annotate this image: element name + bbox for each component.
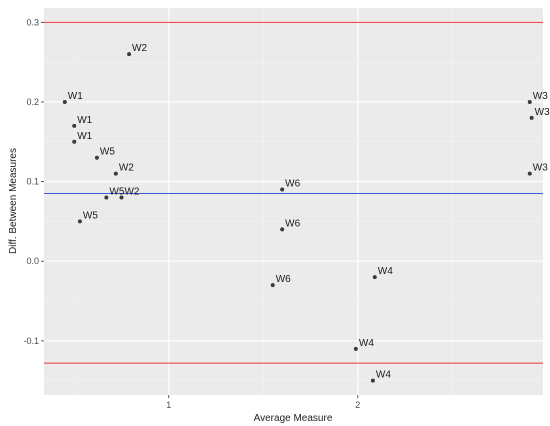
- point-label: W6: [276, 274, 291, 285]
- point-label: W4: [376, 370, 391, 381]
- point-label: W6: [285, 218, 300, 229]
- point-label: W3: [535, 107, 550, 118]
- data-point: [353, 346, 358, 351]
- data-point: [94, 155, 99, 160]
- y-axis-ticks: -0.1 0.0 0.1 0.2 0.3: [23, 17, 44, 346]
- point-label: W6: [285, 179, 300, 190]
- data-point: [529, 115, 534, 120]
- data-point: [370, 378, 375, 383]
- point-label: W1: [77, 131, 92, 142]
- point-label: W5: [100, 147, 115, 158]
- y-tick-label: 0.3: [26, 17, 39, 27]
- reference-lines: [44, 21, 543, 364]
- data-point: [113, 171, 118, 176]
- point-label: W3: [533, 91, 548, 102]
- data-point: [372, 275, 377, 280]
- y-tick-label: -0.1: [23, 336, 39, 346]
- data-point: [280, 227, 285, 232]
- data-point: [280, 187, 285, 192]
- data-point: [72, 139, 77, 144]
- data-point: [270, 283, 275, 288]
- point-label: W3: [533, 163, 548, 174]
- x-axis-title: Average Measure: [254, 413, 333, 424]
- x-tick-label: 2: [355, 400, 360, 410]
- point-label: W2: [119, 163, 134, 174]
- point-label: W2: [132, 43, 147, 54]
- data-point: [119, 195, 124, 200]
- data-point: [527, 171, 532, 176]
- point-label: W4: [359, 338, 374, 349]
- point-label: W4: [378, 266, 393, 277]
- y-tick-label: 0.1: [26, 177, 39, 187]
- data-point: [104, 195, 109, 200]
- point-label: W5: [83, 210, 98, 221]
- data-point: [77, 219, 82, 224]
- plot-panel: [44, 8, 543, 395]
- y-tick-label: 0.0: [26, 256, 39, 266]
- x-tick-label: 1: [166, 400, 171, 410]
- data-point: [527, 99, 532, 104]
- y-axis-title: Diff. Between Measures: [8, 148, 19, 254]
- data-point: [127, 52, 132, 57]
- data-point: [62, 99, 67, 104]
- point-label: W1: [68, 91, 83, 102]
- point-label: W2: [124, 187, 139, 198]
- point-label: W1: [77, 115, 92, 126]
- point-label: W5: [109, 187, 124, 198]
- data-point: [72, 123, 77, 128]
- y-tick-label: 0.2: [26, 97, 39, 107]
